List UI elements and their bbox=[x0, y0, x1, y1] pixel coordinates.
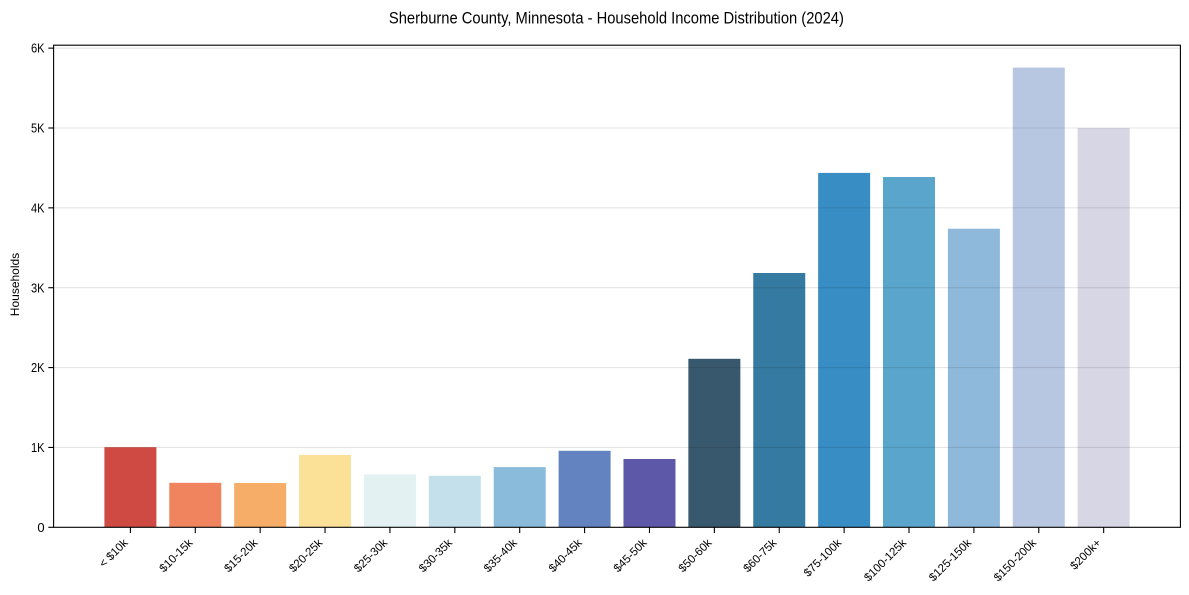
svg-text:2K: 2K bbox=[31, 360, 45, 375]
svg-text:6K: 6K bbox=[31, 41, 45, 56]
svg-text:0: 0 bbox=[37, 520, 44, 535]
svg-text:3K: 3K bbox=[31, 280, 45, 295]
svg-text:5K: 5K bbox=[31, 121, 45, 136]
svg-text:1K: 1K bbox=[31, 440, 45, 455]
svg-text:Sherburne County, Minnesota -: Sherburne County, Minnesota - Household … bbox=[389, 8, 844, 27]
svg-text:4K: 4K bbox=[31, 200, 45, 215]
svg-text:Households: Households bbox=[8, 253, 22, 316]
